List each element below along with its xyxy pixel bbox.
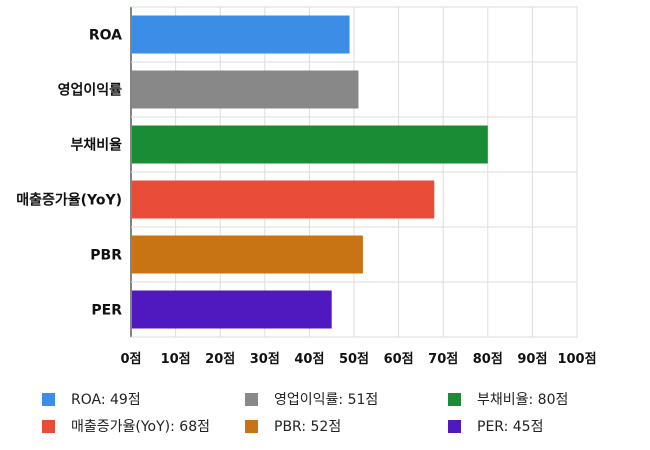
x-tick-label: 60점 bbox=[384, 352, 414, 367]
category-label: PBR bbox=[90, 248, 122, 264]
x-tick-label: 40점 bbox=[294, 352, 324, 367]
category-label: 부채비율 bbox=[70, 137, 122, 154]
legend-swatch bbox=[448, 419, 461, 433]
legend-label: ROA: 49점 bbox=[71, 392, 141, 408]
x-tick-label: 100점 bbox=[557, 352, 596, 367]
x-tick-label: 30점 bbox=[250, 352, 280, 367]
x-tick-label: 50점 bbox=[339, 352, 369, 367]
legend-item-pbr: PBR: 52점 bbox=[245, 415, 341, 437]
x-tick-label: 80점 bbox=[473, 352, 503, 367]
x-tick-label: 90점 bbox=[517, 352, 547, 367]
grid-lines bbox=[130, 6, 578, 338]
category-label: 영업이익률 bbox=[58, 82, 123, 99]
category-label: PER bbox=[91, 303, 122, 319]
x-tick-label: 20점 bbox=[205, 352, 235, 367]
legend-item-operating-margin: 영업이익률: 51점 bbox=[245, 388, 378, 410]
legend-label: 매출증가율(YoY): 68점 bbox=[71, 419, 210, 435]
bar bbox=[132, 125, 488, 164]
legend-item-roa: ROA: 49점 bbox=[42, 388, 141, 410]
category-label: ROA bbox=[89, 28, 122, 44]
category-label: 매출증가율(YoY) bbox=[16, 192, 122, 209]
x-tick-labels: 0점 10점 20점 30점 40점 50점 60점 70점 80점 90점 100점 bbox=[120, 352, 596, 367]
legend-label: 부채비율: 80점 bbox=[477, 392, 569, 408]
legend-swatch bbox=[245, 419, 258, 433]
bar bbox=[132, 290, 332, 329]
legend-item-per: PER: 45점 bbox=[448, 415, 543, 437]
bar bbox=[132, 70, 359, 109]
legend-label: PER: 45점 bbox=[477, 419, 544, 435]
x-tick-label: 0점 bbox=[120, 352, 141, 367]
bar bbox=[132, 180, 435, 219]
bars bbox=[132, 15, 488, 329]
legend-swatch bbox=[448, 392, 461, 406]
legend-swatch bbox=[245, 392, 258, 406]
legend-swatch bbox=[42, 419, 55, 433]
legend-label: PBR: 52점 bbox=[274, 419, 342, 435]
legend-item-debt-ratio: 부채비율: 80점 bbox=[448, 388, 568, 410]
x-tick-label: 70점 bbox=[428, 352, 458, 367]
legend-swatch bbox=[42, 392, 55, 406]
bar bbox=[132, 235, 363, 274]
legend-label: 영업이익률: 51점 bbox=[274, 392, 379, 408]
x-tick-label: 10점 bbox=[161, 352, 191, 367]
bar bbox=[132, 15, 350, 54]
legend-item-sales-growth: 매출증가율(YoY): 68점 bbox=[42, 415, 210, 437]
